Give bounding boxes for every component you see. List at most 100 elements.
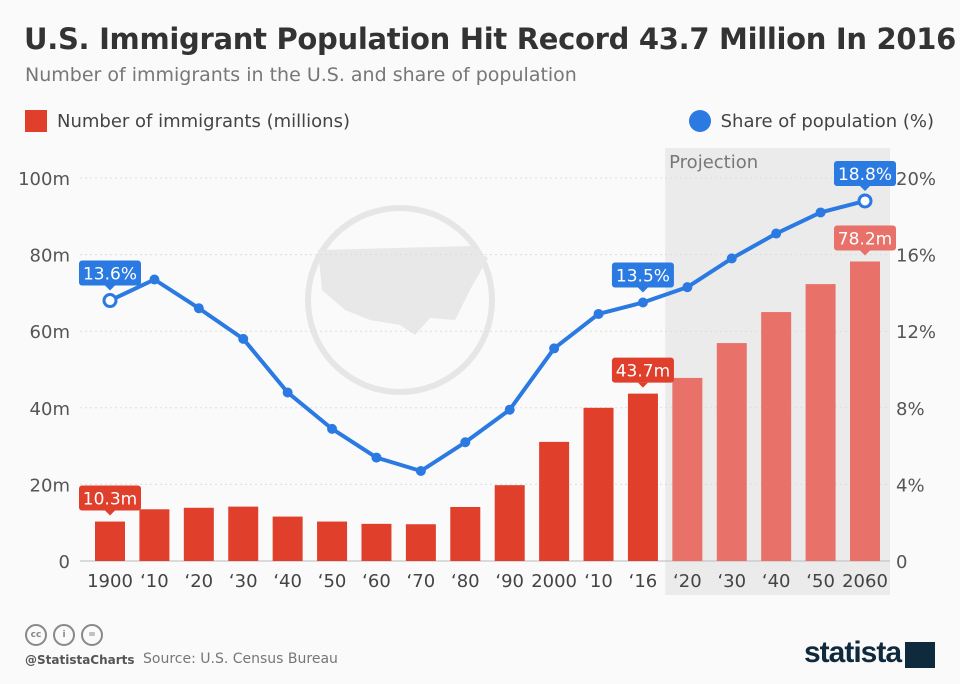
bar — [805, 284, 836, 561]
x-axis-tick: 2060 — [842, 571, 888, 592]
bar — [139, 509, 170, 561]
right-axis-tick: 8% — [896, 399, 925, 420]
line-point — [593, 308, 604, 319]
line-point — [726, 253, 737, 264]
bar — [583, 407, 614, 561]
line-point — [637, 297, 648, 308]
bar — [95, 521, 125, 561]
bar-value-label-pointer — [105, 510, 115, 516]
x-axis-tick: ‘20 — [185, 571, 214, 592]
line-value-label-pointer — [105, 285, 115, 291]
right-axis-tick: 16% — [896, 246, 936, 267]
legend-line: Share of population (%) — [688, 110, 934, 132]
bar-value-label: 78.2m — [838, 229, 892, 249]
x-axis-tick: ‘20 — [673, 571, 702, 592]
line-point — [460, 437, 471, 448]
line-value-label-pointer — [637, 287, 648, 293]
by-icon: i — [53, 624, 75, 646]
x-axis-tick: ‘16 — [629, 571, 658, 592]
line-point — [682, 282, 693, 293]
x-axis-tick: ‘60 — [362, 571, 391, 592]
bar — [494, 485, 525, 561]
legend-bar-swatch — [25, 110, 47, 132]
x-axis-tick: 2000 — [531, 571, 577, 592]
x-axis-tick: ‘30 — [717, 571, 746, 592]
x-axis-tick: ‘10 — [584, 571, 613, 592]
us-map-watermark — [318, 246, 488, 335]
chart-title: U.S. Immigrant Population Hit Record 43.… — [24, 22, 957, 56]
license-icons: cc i = — [25, 624, 103, 646]
line-value-label-pointer — [860, 185, 870, 191]
bar — [272, 516, 303, 561]
bar — [850, 261, 880, 561]
line-point — [193, 303, 204, 314]
x-axis-tick: ‘40 — [273, 571, 302, 592]
x-axis-tick: ‘50 — [806, 571, 835, 592]
line-point — [549, 343, 560, 354]
bar — [183, 507, 214, 561]
nd-icon: = — [81, 624, 103, 646]
bar-value-label-bg — [834, 225, 896, 251]
line-point — [238, 333, 249, 344]
line-value-label-bg — [79, 260, 141, 286]
line-value-label: 13.5% — [616, 266, 670, 286]
bar — [228, 506, 259, 561]
bar-value-label: 10.3m — [83, 490, 137, 510]
legend-line-swatch — [688, 110, 711, 132]
left-axis-tick: 100m — [18, 169, 70, 190]
line-point — [327, 423, 338, 434]
left-axis-tick: 80m — [30, 246, 70, 267]
left-axis-tick: 40m — [30, 399, 70, 420]
x-axis-tick: ‘30 — [229, 571, 258, 592]
line-value-label: 13.6% — [83, 265, 137, 285]
line-point — [771, 228, 782, 239]
bar-value-label-bg — [79, 485, 141, 511]
footer-source: Source: U.S. Census Bureau — [143, 651, 338, 667]
left-axis-tick: 60m — [30, 322, 70, 343]
right-axis-tick: 12% — [896, 322, 936, 343]
bar — [627, 393, 658, 561]
left-axis-tick: 0 — [59, 552, 70, 573]
bar-value-label: 43.7m — [616, 362, 670, 382]
legend-bar-label: Number of immigrants (millions) — [57, 110, 350, 132]
line-point — [149, 274, 160, 285]
line-point — [857, 193, 873, 209]
line-point — [102, 293, 118, 309]
line-value-label-bg — [834, 160, 896, 186]
watermark-circle — [305, 205, 495, 395]
left-axis-tick: 20m — [30, 475, 70, 496]
x-axis-tick: ‘40 — [762, 571, 791, 592]
chart-subtitle: Number of immigrants in the U.S. and sha… — [25, 64, 577, 86]
bar — [672, 377, 703, 561]
bar-value-label-pointer — [637, 382, 648, 388]
bar — [539, 441, 570, 561]
right-axis-tick: 4% — [896, 475, 925, 496]
statista-logo[interactable]: statista — [804, 636, 902, 669]
line-value-label-bg — [611, 262, 674, 288]
bar — [716, 343, 747, 561]
line-point — [282, 387, 293, 398]
bar — [761, 312, 792, 561]
bar-value-label-bg — [611, 357, 674, 383]
line-point — [815, 207, 826, 218]
right-axis-tick: 0 — [896, 552, 907, 573]
bar — [405, 524, 436, 561]
projection-label: Projection — [669, 152, 758, 173]
x-axis-tick: ‘80 — [451, 571, 480, 592]
statista-logo-mark — [905, 642, 935, 668]
x-axis-tick: ‘10 — [140, 571, 169, 592]
cc-icon: cc — [25, 624, 47, 646]
line-value-label: 18.8% — [838, 165, 892, 185]
x-axis-tick: ‘50 — [318, 571, 347, 592]
bar — [317, 521, 348, 561]
right-axis-tick: 20% — [896, 169, 936, 190]
bar — [361, 523, 392, 561]
bar — [450, 506, 481, 561]
x-axis-tick: ‘70 — [407, 571, 436, 592]
footer-handle: @StatistaCharts — [25, 653, 135, 667]
line-point — [415, 465, 426, 476]
line-point — [371, 452, 382, 463]
legend-bars: Number of immigrants (millions) — [25, 110, 350, 132]
